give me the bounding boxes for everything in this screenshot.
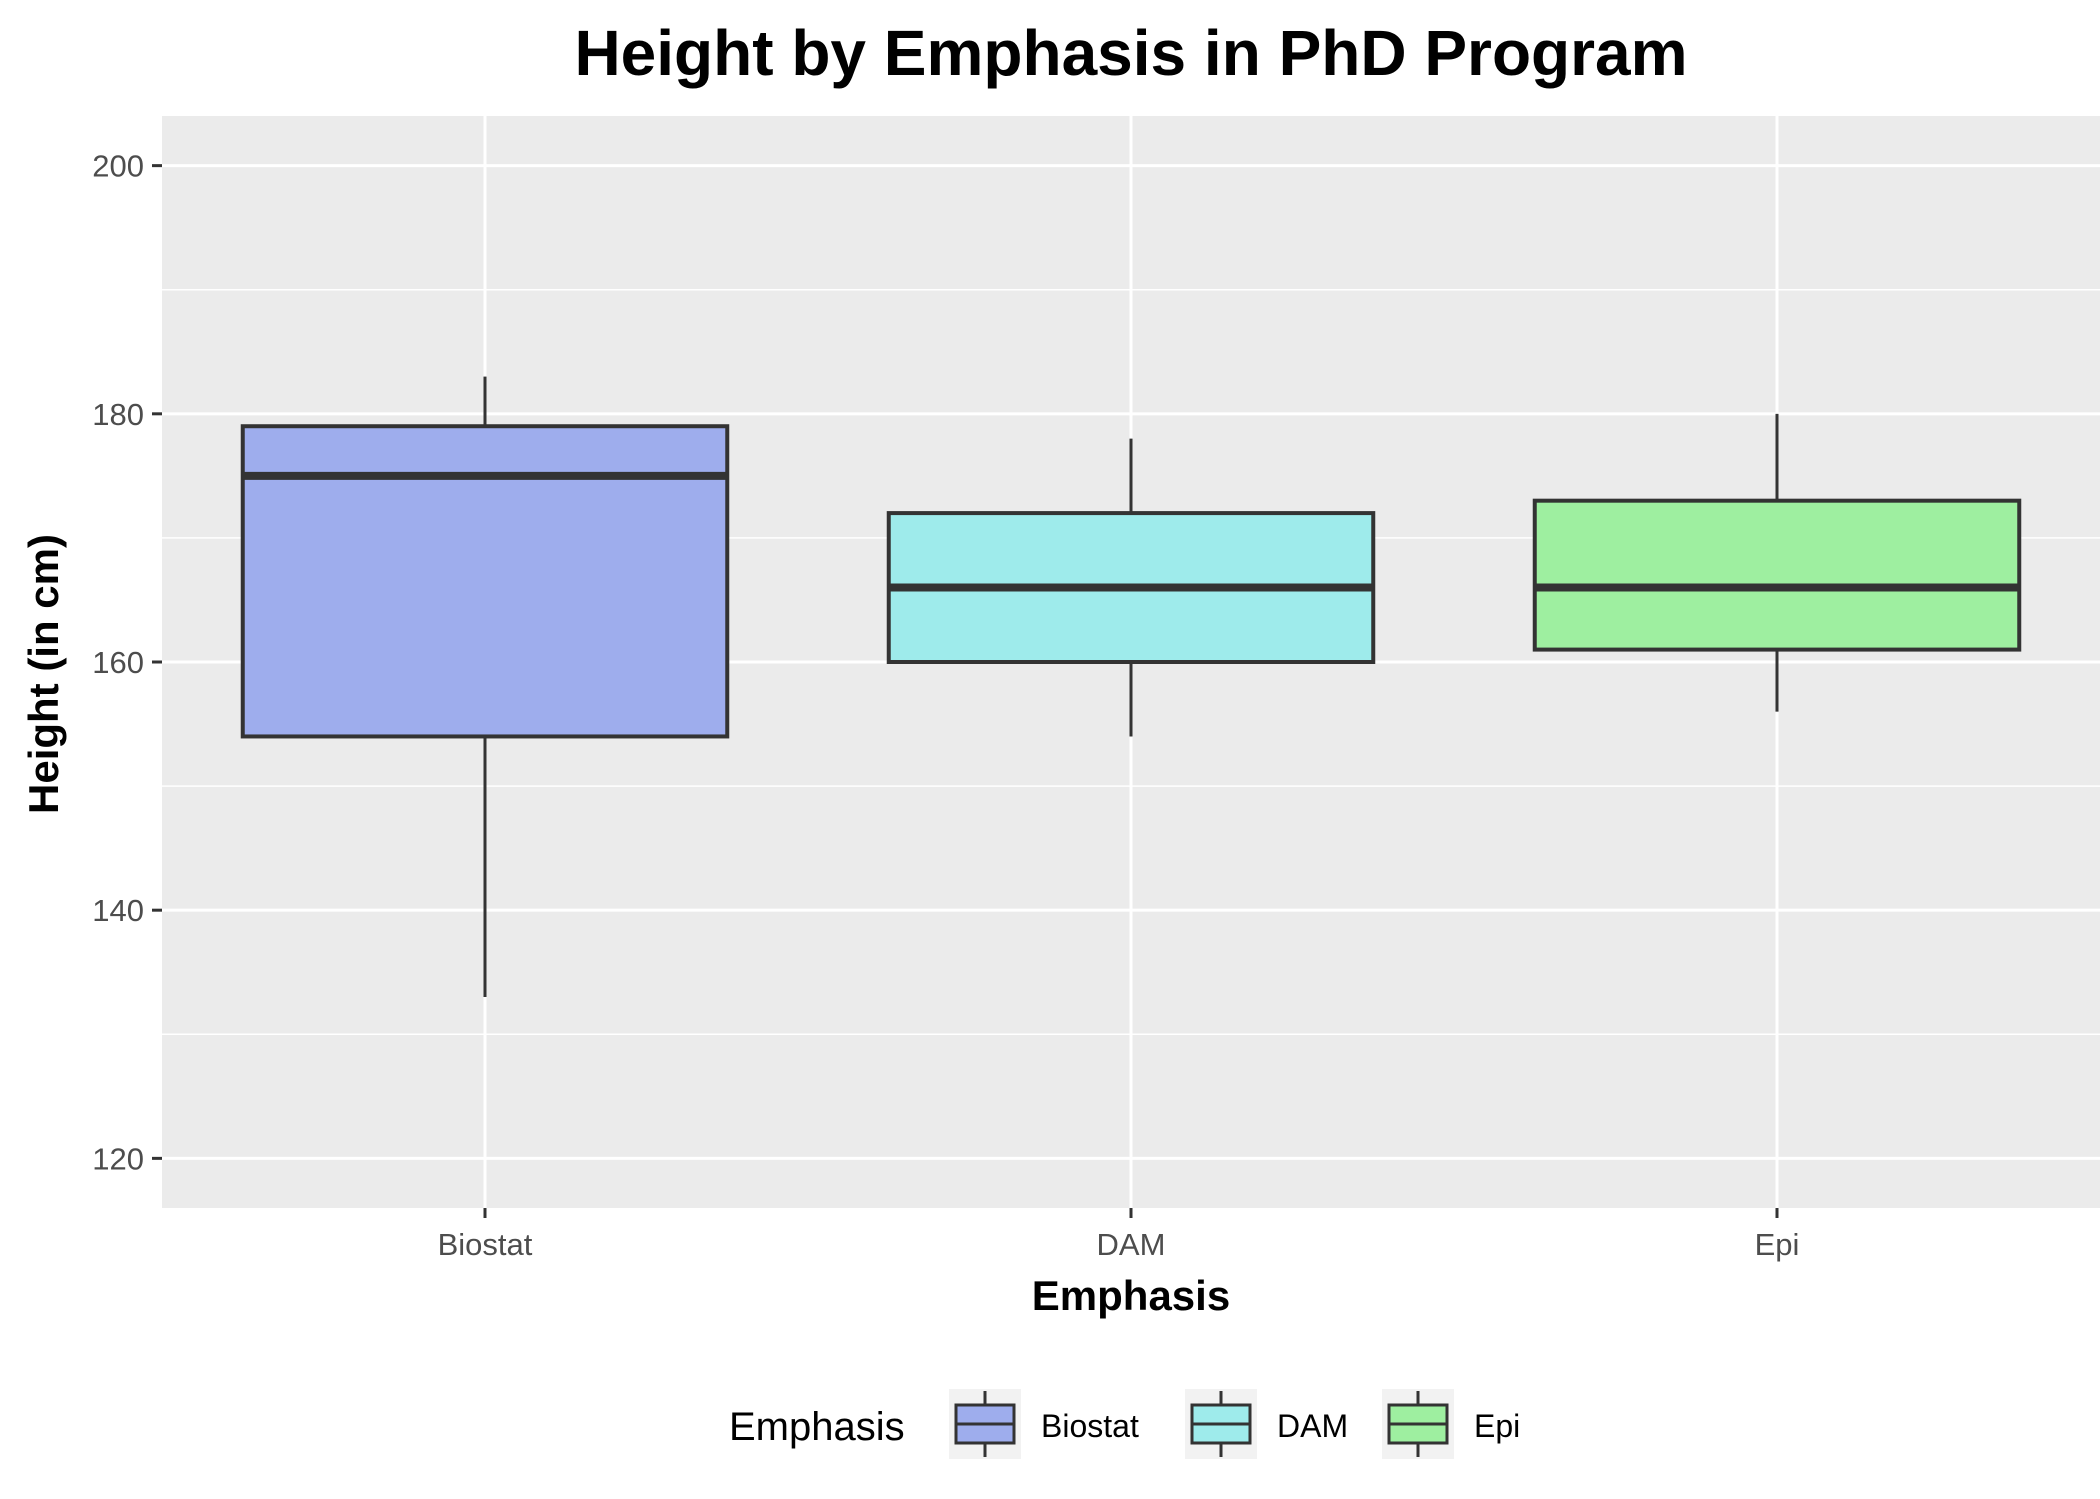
x-axis-title: Emphasis [1032, 1272, 1230, 1319]
legend-title: Emphasis [729, 1405, 905, 1449]
y-axis: 120 140 160 180 200 [92, 149, 162, 1176]
chart-title: Height by Emphasis in PhD Program [574, 17, 1687, 89]
y-axis-title: Height (in cm) [20, 534, 67, 814]
x-tick-label: Biostat [438, 1227, 533, 1262]
y-tick-label: 160 [92, 645, 144, 680]
legend-key-dam [1185, 1389, 1257, 1459]
legend-label: DAM [1277, 1408, 1348, 1444]
legend-label: Biostat [1041, 1408, 1139, 1444]
x-tick-label: DAM [1097, 1227, 1166, 1262]
legend: Emphasis Biostat DAM Epi [729, 1389, 1520, 1459]
legend-label: Epi [1474, 1408, 1520, 1444]
y-tick-label: 140 [92, 893, 144, 928]
y-tick-label: 180 [92, 397, 144, 432]
legend-key-biostat [949, 1389, 1021, 1459]
x-axis: Biostat DAM Epi [438, 1208, 1800, 1262]
box-body [1532, 498, 2022, 652]
box-dam [886, 438, 1376, 737]
y-tick-label: 120 [92, 1141, 144, 1176]
box-epi [1532, 413, 2022, 712]
legend-key-epi [1382, 1389, 1454, 1459]
y-tick-label: 200 [92, 149, 144, 184]
x-tick-label: Epi [1755, 1227, 1800, 1262]
boxes [240, 376, 2022, 998]
box-biostat [240, 376, 730, 998]
